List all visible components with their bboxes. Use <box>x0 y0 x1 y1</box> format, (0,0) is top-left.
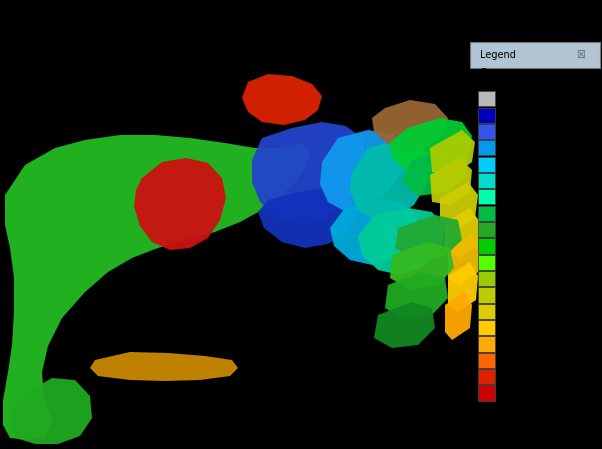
Polygon shape <box>242 74 322 125</box>
Polygon shape <box>3 135 310 440</box>
Text: [e]: [e] <box>504 274 520 283</box>
Polygon shape <box>440 182 478 230</box>
Text: SOURCE: SOURCE <box>479 81 530 91</box>
Text: [c-3 aux]: [c-3 aux] <box>504 193 552 202</box>
Text: [c-2]: [c-2] <box>504 143 531 152</box>
FancyBboxPatch shape <box>478 206 495 221</box>
FancyBboxPatch shape <box>478 108 495 123</box>
Polygon shape <box>448 234 480 285</box>
Text: [c-3]: [c-3] <box>504 176 531 185</box>
FancyBboxPatch shape <box>478 287 495 303</box>
Text: ☒: ☒ <box>577 50 585 60</box>
Polygon shape <box>330 200 418 265</box>
FancyBboxPatch shape <box>470 42 600 68</box>
FancyBboxPatch shape <box>478 222 495 237</box>
Polygon shape <box>258 188 358 248</box>
Text: [ce-1]: [ce-1] <box>504 225 536 234</box>
Text: [c-4]: [c-4] <box>504 209 531 218</box>
Polygon shape <box>320 130 406 212</box>
FancyBboxPatch shape <box>478 336 495 352</box>
FancyBboxPatch shape <box>478 157 495 172</box>
FancyBboxPatch shape <box>478 369 495 384</box>
Text: [ABSENT]: [ABSENT] <box>504 94 547 103</box>
Polygon shape <box>385 272 448 320</box>
FancyBboxPatch shape <box>478 320 495 335</box>
Polygon shape <box>10 378 92 444</box>
Text: [c-1 aux]: [c-1 aux] <box>504 127 552 136</box>
Text: [invent-2]: [invent-2] <box>504 356 557 365</box>
FancyBboxPatch shape <box>478 124 495 139</box>
Text: [ce-2]: [ce-2] <box>504 242 536 251</box>
Polygon shape <box>430 158 472 205</box>
Polygon shape <box>134 158 226 250</box>
Polygon shape <box>445 208 480 258</box>
FancyBboxPatch shape <box>478 271 495 286</box>
Text: [c-2 aux]: [c-2 aux] <box>504 160 552 169</box>
FancyBboxPatch shape <box>478 189 495 204</box>
Polygon shape <box>374 302 435 348</box>
FancyBboxPatch shape <box>478 91 495 106</box>
Polygon shape <box>90 352 238 381</box>
Polygon shape <box>395 215 462 260</box>
Polygon shape <box>445 292 472 340</box>
FancyBboxPatch shape <box>478 173 495 188</box>
Text: Legend: Legend <box>480 50 517 60</box>
FancyBboxPatch shape <box>478 141 495 155</box>
Polygon shape <box>430 130 475 174</box>
Polygon shape <box>252 122 366 224</box>
Text: [invent]: [invent] <box>504 339 547 348</box>
Text: [w-2]: [w-2] <box>504 372 531 381</box>
Polygon shape <box>358 208 445 275</box>
FancyBboxPatch shape <box>478 385 495 401</box>
Text: [corpo w]: [corpo w] <box>504 258 552 267</box>
FancyBboxPatch shape <box>478 238 495 254</box>
FancyBboxPatch shape <box>478 353 495 368</box>
Text: [e-4]: [e-4] <box>504 323 531 332</box>
Text: [e-3]: [e-3] <box>504 307 531 316</box>
Text: [c-1]: [c-1] <box>504 111 531 120</box>
Polygon shape <box>350 140 432 220</box>
FancyBboxPatch shape <box>478 255 495 270</box>
Text: Corpos:: Corpos: <box>479 68 517 78</box>
FancyBboxPatch shape <box>478 304 495 319</box>
Polygon shape <box>402 148 468 196</box>
Text: [w-3]: [w-3] <box>504 388 531 397</box>
Polygon shape <box>390 242 454 290</box>
Polygon shape <box>372 100 448 150</box>
Polygon shape <box>448 262 478 312</box>
Polygon shape <box>390 118 472 176</box>
Text: [e-2]: [e-2] <box>504 291 531 299</box>
